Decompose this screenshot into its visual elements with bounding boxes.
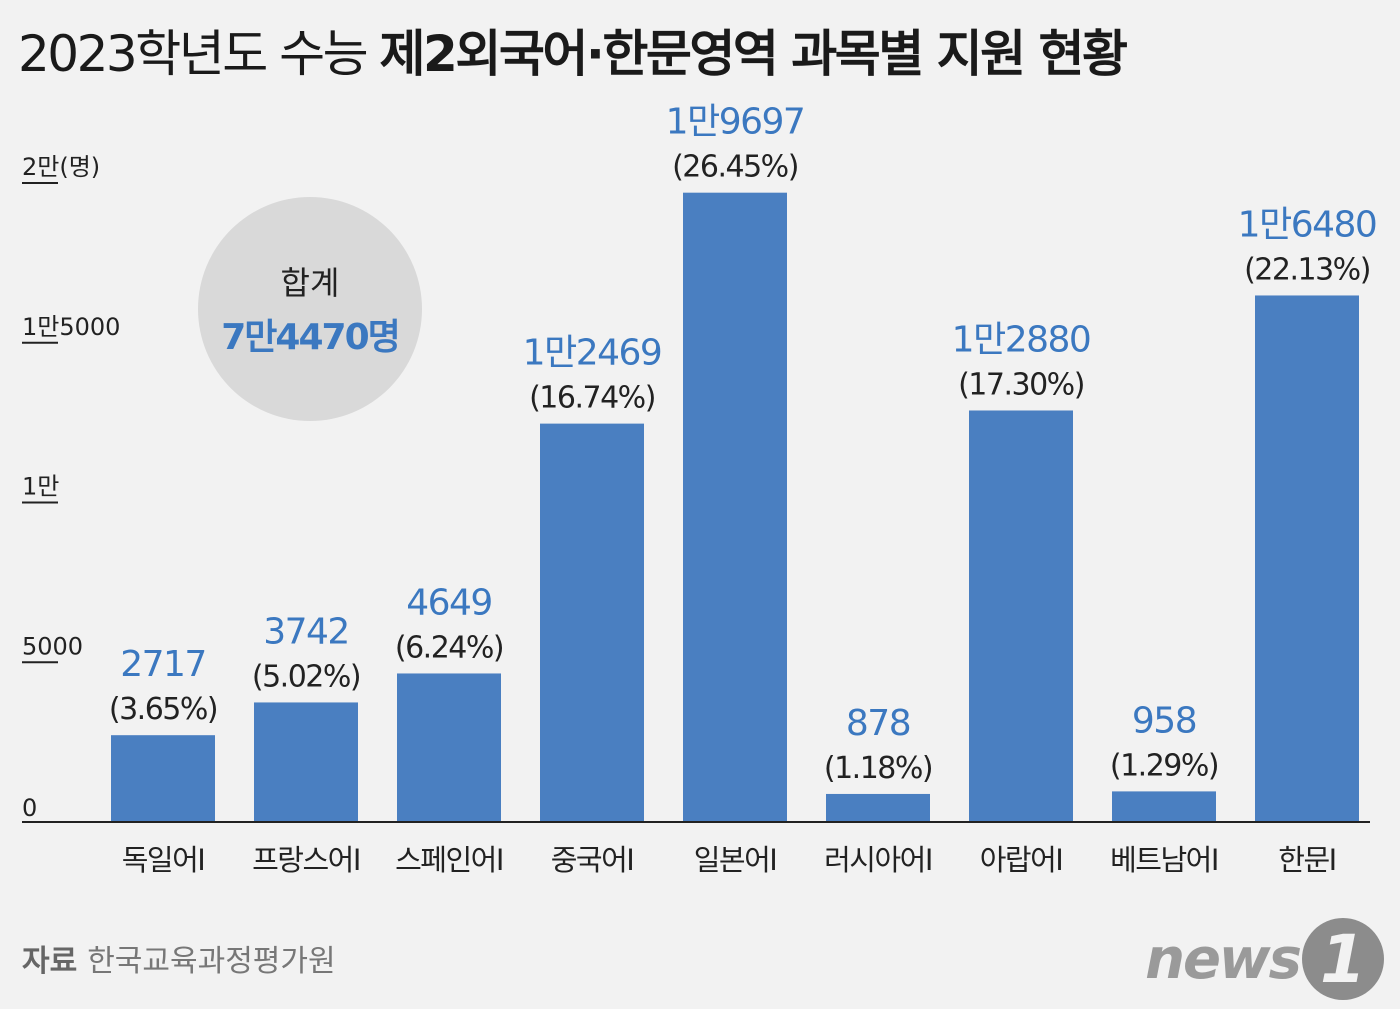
title-part-1: 2023학년도 수능: [18, 25, 380, 83]
source-value: 한국교육과정평가원: [87, 944, 336, 979]
y-tick-label: 2만(명): [22, 153, 100, 181]
category-label: 일본어Ⅰ: [694, 843, 777, 877]
category-label: 스페인어Ⅰ: [395, 843, 503, 877]
value-label: 958: [1132, 700, 1196, 741]
percent-label: (16.74%): [529, 381, 655, 416]
bar: [397, 673, 501, 822]
percent-label: (5.02%): [252, 659, 360, 694]
percent-label: (6.24%): [395, 630, 503, 665]
percent-label: (1.18%): [824, 751, 932, 786]
y-axis: 0 5000 1만 1만5000 2만(명): [22, 153, 120, 822]
bar: [1255, 295, 1359, 822]
value-label: 1만2880: [952, 319, 1091, 360]
source-key: 자료: [22, 944, 78, 979]
bar: [683, 192, 787, 822]
value-label: 1만2469: [523, 333, 662, 374]
data-labels: 2717 (3.65%) 3742 (5.02%) 4649 (6.24%) 1만2469 (…: [109, 102, 1378, 786]
brand-mark-icon: 1: [1302, 918, 1384, 1000]
total-label: 합계: [280, 264, 340, 302]
total-badge: 합계 7만4470명: [198, 197, 422, 421]
category-label: 한문Ⅰ: [1278, 843, 1335, 877]
percent-label: (17.30%): [958, 367, 1084, 402]
bar: [540, 423, 644, 822]
news1-logo: news 1: [1145, 918, 1384, 1000]
category-label: 아랍어Ⅰ: [980, 843, 1063, 877]
x-axis-labels: 독일어Ⅰ 프랑스어Ⅰ 스페인어Ⅰ 중국어Ⅰ 일본어Ⅰ 러시아어Ⅰ 아랍어Ⅰ 베트남어Ⅰ 한문Ⅰ: [122, 843, 1338, 877]
bar: [826, 793, 930, 822]
category-label: 프랑스어Ⅰ: [252, 843, 360, 877]
category-label: 독일어Ⅰ: [122, 843, 205, 877]
y-tick-label: 1만: [22, 473, 59, 501]
bar: [254, 702, 358, 822]
value-label: 2717: [120, 644, 206, 685]
percent-label: (3.65%): [109, 692, 217, 727]
bar: [969, 410, 1073, 822]
category-label: 베트남어Ⅰ: [1110, 843, 1218, 877]
bar: [1112, 791, 1216, 822]
percent-label: (1.29%): [1110, 748, 1218, 783]
title-part-2: 제2외국어·한문영역 과목별 지원 현황: [379, 25, 1129, 83]
value-label: 1만9697: [666, 102, 805, 143]
value-label: 4649: [406, 582, 492, 623]
total-value: 7만4470명: [221, 317, 400, 358]
y-tick-label: 5000: [22, 632, 83, 660]
category-label: 중국어Ⅰ: [551, 843, 634, 877]
value-label: 3742: [263, 611, 349, 652]
category-label: 러시아어Ⅰ: [824, 843, 932, 877]
percent-label: (26.45%): [672, 150, 798, 185]
bar: [111, 735, 215, 822]
y-tick-label: 1만5000: [22, 313, 120, 341]
brand-text: news: [1145, 926, 1302, 992]
bars: [111, 192, 1359, 822]
source-credit: 자료 한국교육과정평가원: [22, 936, 336, 980]
y-tick-label: 0: [22, 794, 37, 822]
bar-chart: 0 5000 1만 1만5000 2만(명) 2717 (3.65%) 3742 (5.02%…: [22, 102, 1378, 877]
percent-label: (22.13%): [1244, 252, 1370, 287]
value-label: 878: [846, 703, 910, 744]
value-label: 1만6480: [1238, 204, 1377, 245]
page-title: 2023학년도 수능 제2외국어·한문영역 과목별 지원 현황: [18, 14, 1129, 86]
